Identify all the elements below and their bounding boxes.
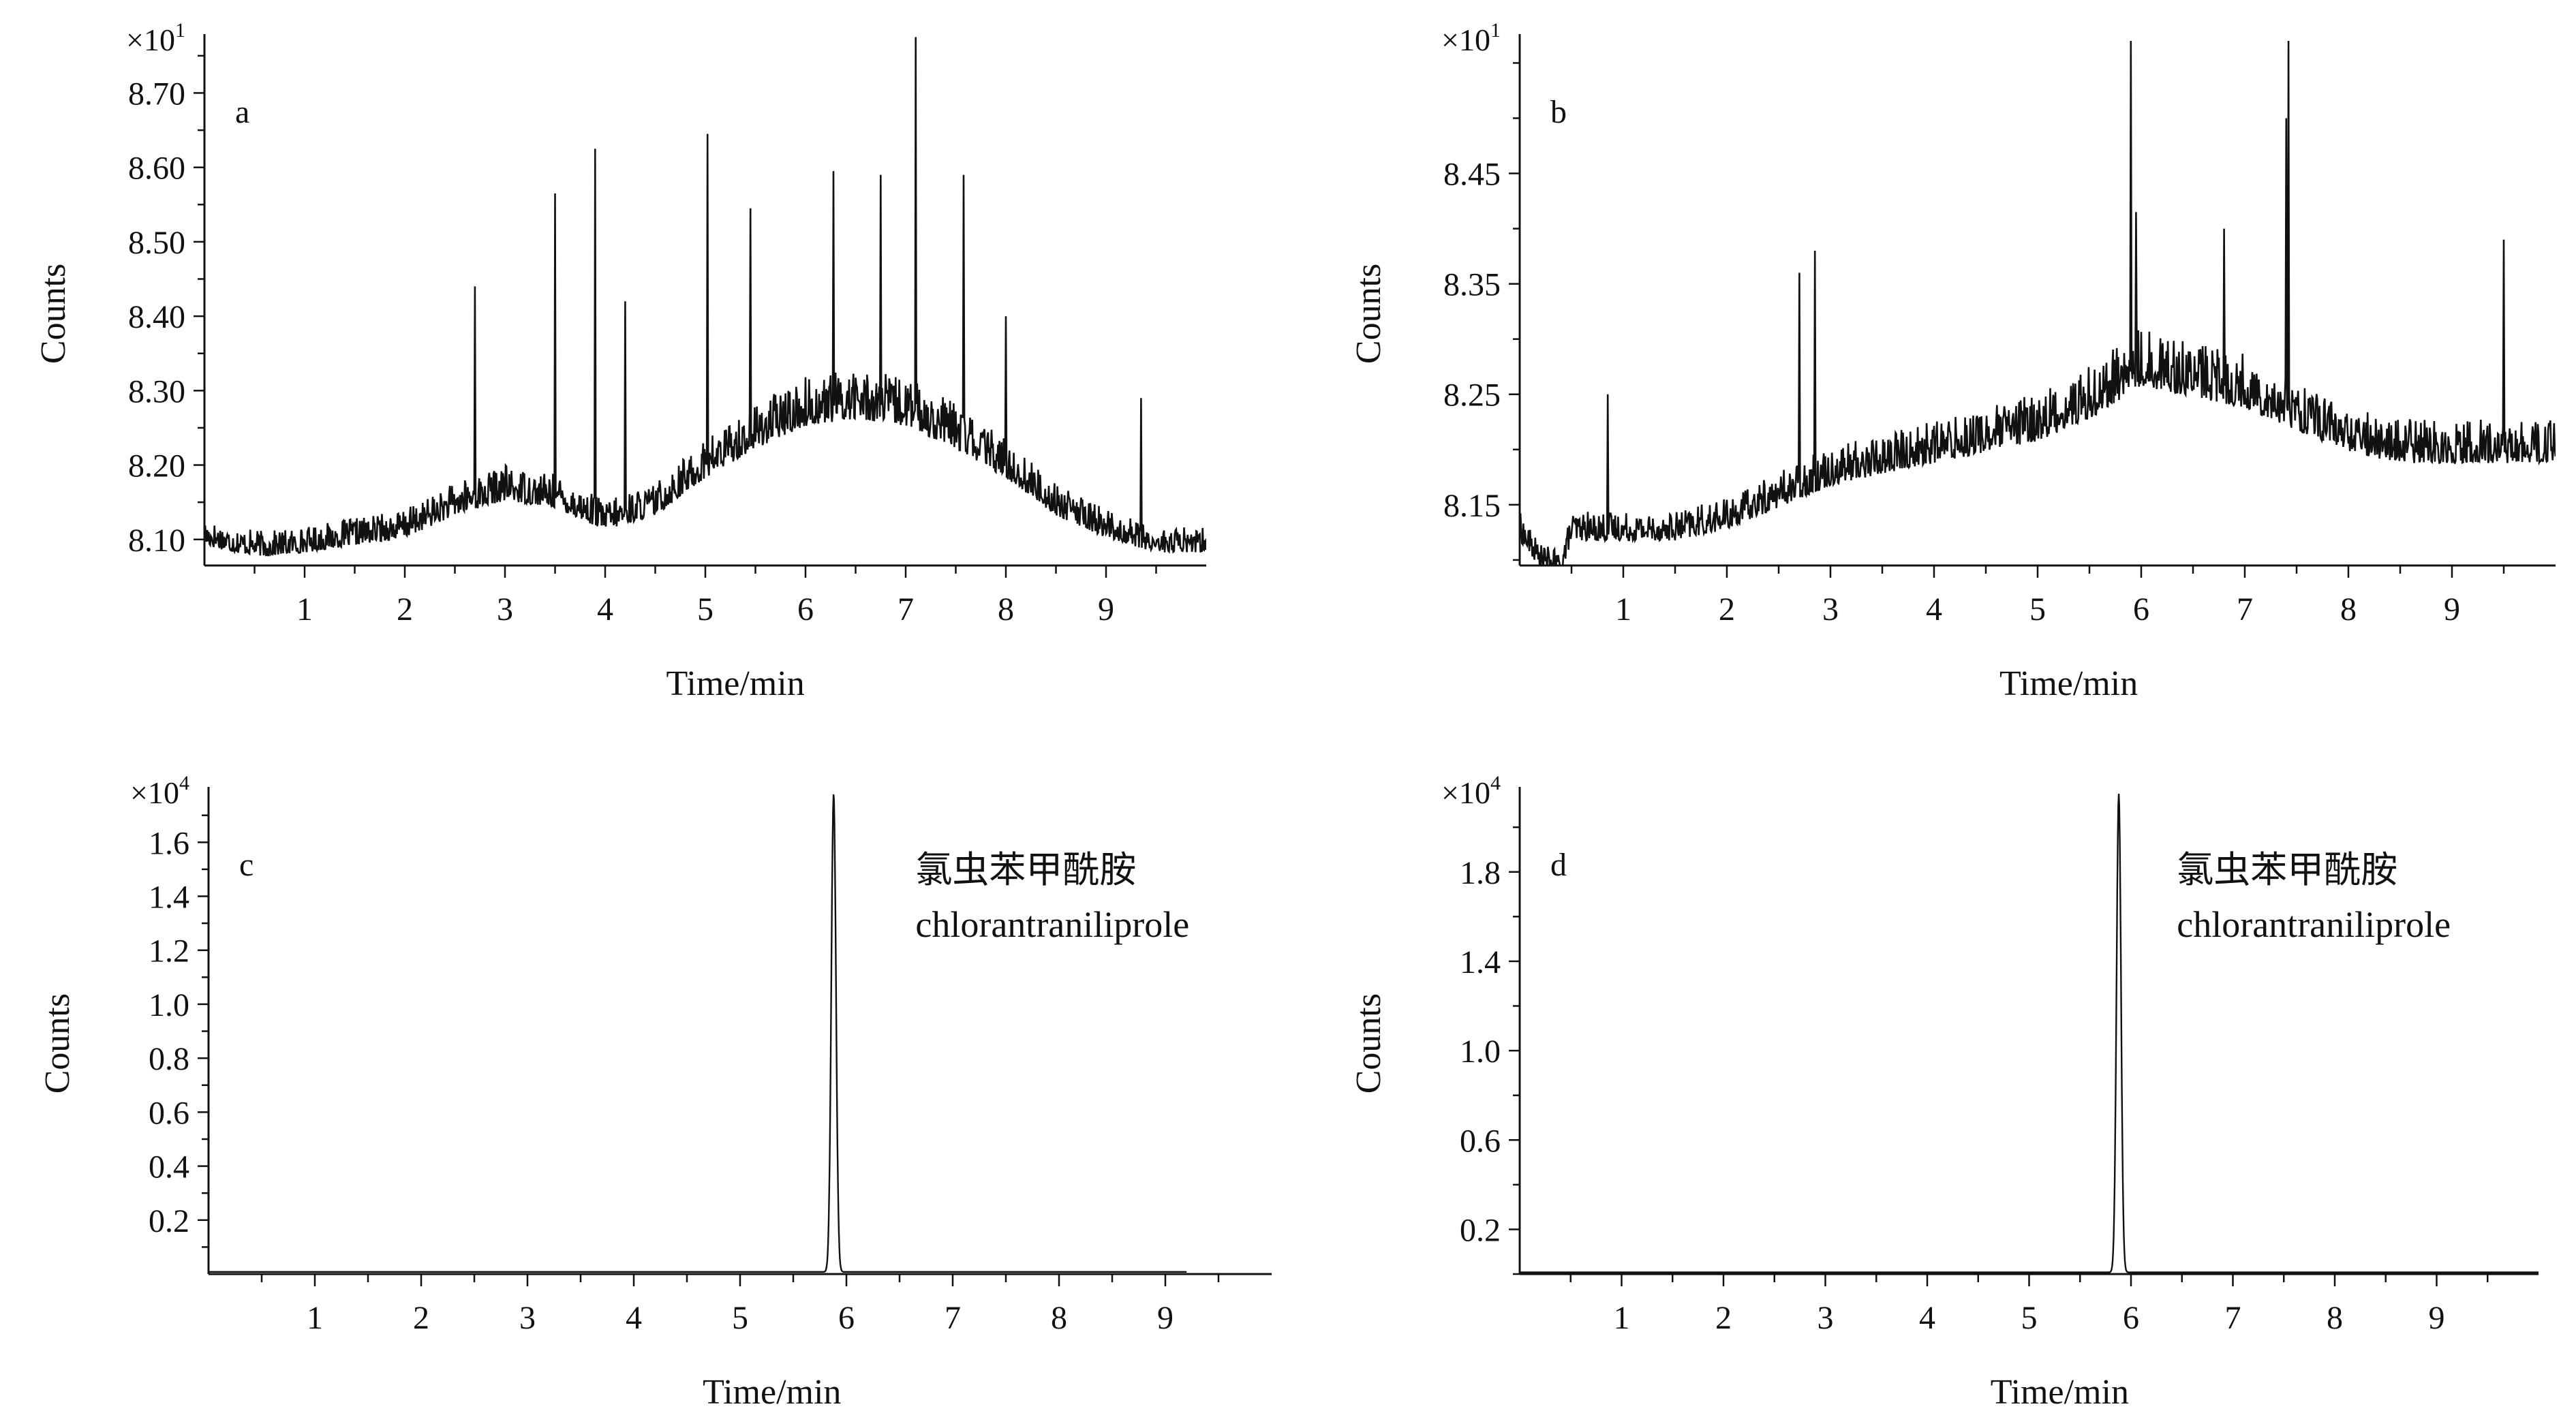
x-tick-label-c: 2: [413, 1300, 429, 1336]
y-tick-label-b: 8.45: [1443, 157, 1501, 193]
panel-label-c: c: [239, 847, 254, 883]
x-tick-label-d: 7: [2225, 1300, 2241, 1336]
x-tick-label-b: 3: [1822, 591, 1839, 627]
x-tick-label-d: 2: [1715, 1300, 1732, 1336]
y-axis-title-d: Counts: [1349, 993, 1388, 1094]
y-tick-label-a: 8.20: [128, 448, 185, 484]
y-axis-title-b: Counts: [1349, 264, 1388, 364]
series-line-b: [1520, 40, 2556, 565]
x-tick-label-d: 1: [1614, 1300, 1630, 1336]
x-tick-label-b: 2: [1719, 591, 1735, 627]
y-tick-label-c: 1.4: [149, 880, 189, 916]
y-tick-label-b: 8.35: [1443, 267, 1501, 303]
y-tick-label-a: 8.30: [128, 373, 185, 409]
x-tick-label-c: 4: [626, 1300, 642, 1336]
x-tick-label-b: 7: [2237, 591, 2253, 627]
y-scale-multiplier-c: ×104: [130, 772, 189, 810]
x-tick-label-b: 4: [1926, 591, 1942, 627]
y-tick-label-c: 0.2: [149, 1203, 189, 1239]
x-tick-label-c: 8: [1051, 1300, 1067, 1336]
y-tick-label-b: 8.15: [1443, 488, 1501, 524]
x-tick-label-a: 8: [998, 591, 1014, 627]
x-tick-label-a: 4: [597, 591, 613, 627]
x-tick-label-a: 7: [898, 591, 914, 627]
y-axis-title-c: Counts: [38, 993, 77, 1094]
y-tick-label-a: 8.70: [128, 76, 185, 112]
x-tick-label-a: 9: [1098, 591, 1114, 627]
x-tick-label-d: 3: [1818, 1300, 1834, 1336]
y-scale-multiplier-a: ×101: [126, 19, 185, 57]
y-tick-label-d: 0.6: [1460, 1123, 1501, 1159]
x-tick-label-a: 1: [296, 591, 313, 627]
y-tick-label-c: 0.6: [149, 1095, 189, 1131]
y-tick-label-c: 0.4: [149, 1149, 189, 1185]
y-tick-label-c: 1.0: [149, 987, 189, 1023]
y-scale-multiplier-d: ×104: [1441, 772, 1501, 810]
panel-label-b: b: [1550, 94, 1567, 130]
x-tick-label-c: 6: [838, 1300, 855, 1336]
compound-label-d: 氯虫苯甲酰胺: [2177, 848, 2397, 891]
x-tick-label-a: 5: [697, 591, 714, 627]
y-tick-label-d: 1.0: [1460, 1034, 1501, 1070]
series-line-a: [204, 37, 1206, 557]
y-scale-multiplier-b: ×101: [1441, 19, 1501, 57]
compound-label-d: chlorantraniliprole: [2177, 904, 2451, 945]
x-tick-label-a: 2: [397, 591, 413, 627]
x-axis-title-d: Time/min: [1991, 1373, 2129, 1411]
x-tick-label-d: 4: [1919, 1300, 1935, 1336]
panel-label-d: d: [1550, 847, 1567, 883]
x-tick-label-c: 7: [945, 1300, 961, 1336]
x-axis-title-c: Time/min: [703, 1373, 841, 1411]
x-tick-label-c: 5: [732, 1300, 748, 1336]
y-tick-label-c: 1.6: [149, 825, 189, 861]
y-tick-label-c: 1.2: [149, 933, 189, 970]
compound-label-c: chlorantraniliprole: [915, 904, 1189, 945]
y-tick-label-c: 0.8: [149, 1041, 189, 1077]
y-tick-label-a: 8.60: [128, 151, 185, 187]
y-axis-title-a: Counts: [34, 264, 73, 364]
series-line-c: [209, 794, 1187, 1273]
x-tick-label-b: 5: [2029, 591, 2046, 627]
x-tick-label-c: 9: [1157, 1300, 1174, 1336]
x-tick-label-d: 8: [2327, 1300, 2343, 1336]
compound-label-c: 氯虫苯甲酰胺: [915, 848, 1136, 891]
panel-label-a: a: [235, 94, 249, 130]
y-tick-label-d: 1.4: [1460, 944, 1501, 980]
x-tick-label-d: 6: [2123, 1300, 2139, 1336]
x-tick-label-b: 6: [2133, 591, 2149, 627]
x-tick-label-d: 5: [2021, 1300, 2038, 1336]
x-tick-label-c: 3: [519, 1300, 536, 1336]
x-axis-title-b: Time/min: [1999, 664, 2138, 703]
series-line-d: [1520, 793, 2539, 1273]
y-tick-label-b: 8.25: [1443, 377, 1501, 414]
x-tick-label-c: 1: [307, 1300, 323, 1336]
x-tick-label-a: 3: [497, 591, 513, 627]
y-tick-label-a: 8.50: [128, 225, 185, 261]
x-tick-label-b: 9: [2444, 591, 2460, 627]
y-tick-label-a: 8.10: [128, 523, 185, 559]
x-tick-label-b: 8: [2340, 591, 2357, 627]
x-tick-label-a: 6: [797, 591, 814, 627]
x-axis-title-a: Time/min: [666, 664, 804, 703]
x-tick-label-b: 1: [1615, 591, 1631, 627]
x-tick-label-d: 9: [2429, 1300, 2445, 1336]
y-tick-label-d: 1.8: [1460, 855, 1501, 891]
y-tick-label-d: 0.2: [1460, 1212, 1501, 1248]
y-tick-label-a: 8.40: [128, 299, 185, 335]
